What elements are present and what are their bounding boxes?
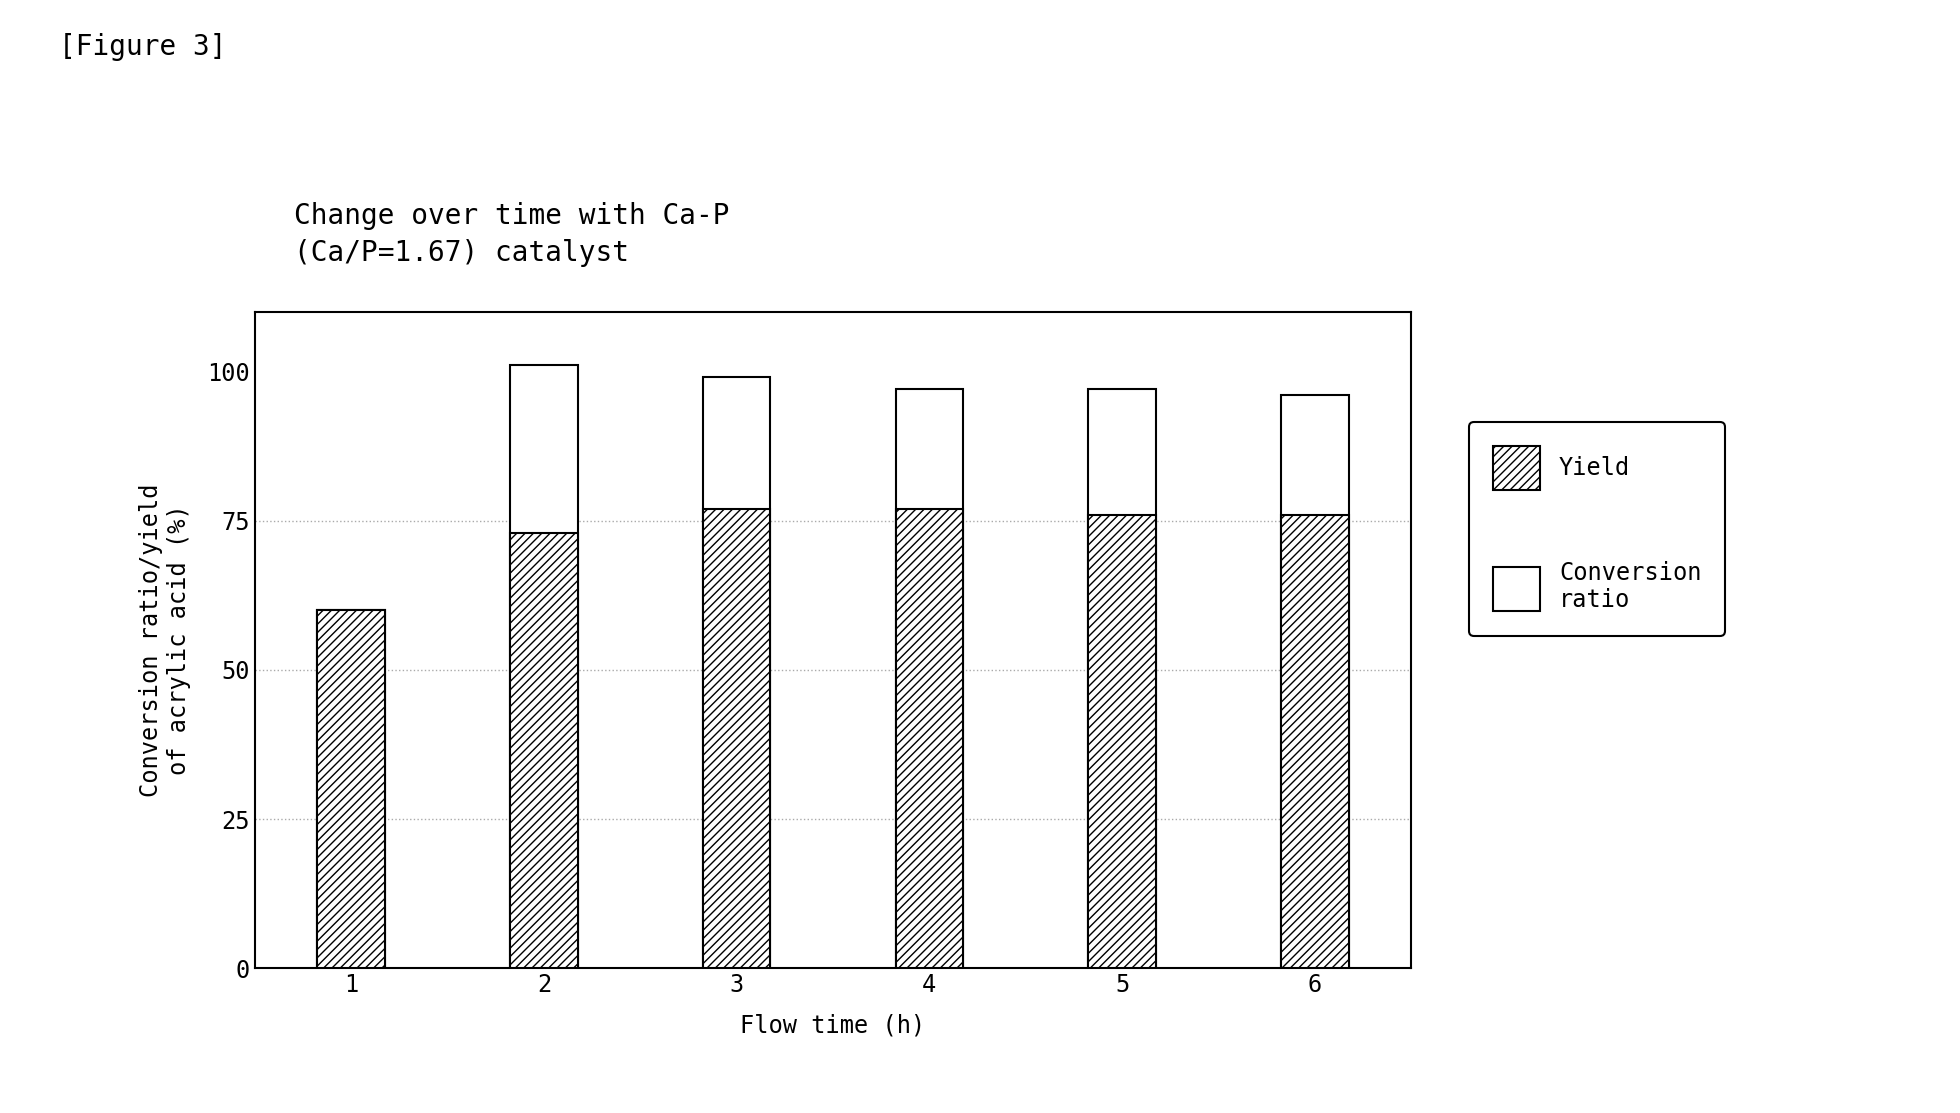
Bar [896,509,962,968]
Bar [704,509,770,968]
Bar [1088,390,1156,968]
Text: Change over time with Ca-P
(Ca/P=1.67) catalyst: Change over time with Ca-P (Ca/P=1.67) c… [294,203,729,267]
Bar [896,390,962,968]
Bar [318,610,384,968]
Bar [510,532,578,968]
Legend: Yield, Conversion
ratio: Yield, Conversion ratio [1470,422,1725,636]
X-axis label: Flow time (h): Flow time (h) [741,1014,925,1037]
Bar [1282,395,1348,968]
Text: [Figure 3]: [Figure 3] [59,33,225,61]
Bar [318,610,384,968]
Bar [1088,514,1156,968]
Bar [704,377,770,968]
Bar [510,365,578,968]
Y-axis label: Conversion ratio/yield
of acrylic acid (%): Conversion ratio/yield of acrylic acid (… [139,483,190,797]
Bar [1282,514,1348,968]
